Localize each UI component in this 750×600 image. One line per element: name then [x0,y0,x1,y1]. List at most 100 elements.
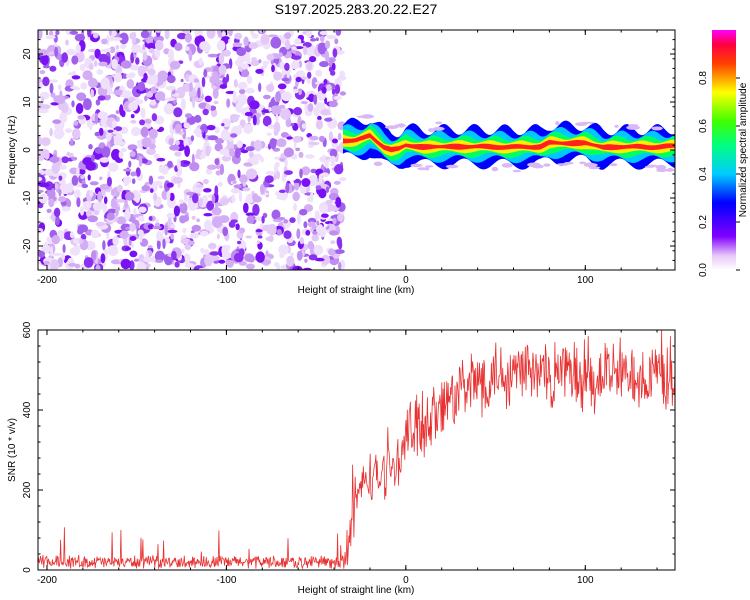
noise-blob [59,183,71,195]
noise-blob [97,191,103,203]
signal-halo [373,161,383,166]
noise-blob [315,185,322,191]
noise-blob [335,196,342,208]
noise-blob [51,162,61,174]
noise-blob [212,87,219,99]
noise-blob [330,240,336,245]
noise-blob [203,188,212,193]
noise-blob [211,194,216,204]
signal-band [343,133,675,153]
noise-blob [101,38,108,45]
noise-blob [179,202,188,214]
noise-blob [101,146,111,159]
noise-blob [166,182,174,188]
noise-blob [321,155,326,163]
spectrogram-ytick-label: -20 [22,238,33,253]
noise-blob [234,32,243,40]
noise-blob [303,221,308,229]
noise-blob [207,53,219,58]
noise-blob [232,180,237,184]
noise-blob [258,82,262,93]
signal-halo [579,161,587,165]
noise-blob [242,181,247,187]
noise-blob [124,199,128,209]
noise-blob [316,220,320,226]
noise-blob [71,100,75,108]
noise-blob [252,153,263,161]
noise-blob [245,235,253,239]
noise-blob [320,35,325,43]
noise-blob [180,78,184,83]
noise-blob [191,224,201,232]
noise-blob [165,97,175,101]
noise-blob [307,196,312,202]
noise-blob [203,69,208,78]
noise-blob [121,110,126,118]
noise-blob [320,109,330,116]
noise-blob [307,71,312,79]
noise-blob [255,68,264,74]
snr-plot-area [38,330,675,570]
noise-blob [137,229,144,236]
signal-halo [512,169,521,173]
noise-blob [281,77,290,82]
noise-blob [98,61,108,67]
noise-blob [168,137,174,146]
noise-blob [249,100,260,110]
noise-blob [262,60,268,69]
noise-blob [338,262,342,270]
noise-blob [291,46,297,51]
noise-blob [313,244,324,255]
noise-blob [70,138,74,147]
noise-blob [184,113,193,119]
noise-blob [295,147,301,152]
noise-blob [243,123,254,134]
noise-blob [38,176,43,182]
noise-blob [290,55,302,60]
noise-blob [167,217,172,228]
noise-blob [302,267,312,270]
signal-halo [433,126,445,131]
noise-blob [245,146,255,152]
noise-blob [100,253,106,264]
noise-blob [181,30,193,33]
noise-blob [184,145,191,157]
noise-blob [267,223,277,236]
noise-blob [298,90,302,95]
noise-blob [221,123,225,127]
noise-blob [301,76,307,80]
noise-blob [298,151,304,158]
snr-xlabel: Height of straight line (km) [298,585,415,596]
noise-blob [181,248,185,253]
noise-blob [209,251,220,256]
noise-blob [211,85,218,89]
noise-blob [151,113,158,122]
noise-blob [175,139,180,146]
noise-blob [38,182,50,188]
noise-blob [307,221,316,228]
noise-blob [238,94,244,99]
noise-blob [277,216,286,221]
noise-blob [138,155,143,167]
spectrogram-ytick-label: 10 [22,96,33,108]
noise-blob [38,30,43,40]
noise-blob [215,202,219,214]
noise-blob [292,135,302,143]
noise-blob [174,151,182,157]
noise-blob [233,79,238,88]
noise-blob [68,263,77,267]
noise-blob [69,231,75,239]
noise-blob [275,113,279,123]
noise-blob [130,120,137,124]
noise-blob [333,249,345,255]
noise-blob [206,125,216,131]
noise-blob [273,129,279,136]
noise-blob [48,198,55,208]
noise-blob [76,197,81,208]
noise-blob [126,79,135,89]
noise-blob [193,128,202,136]
noise-blob [107,129,114,133]
noise-blob [72,128,81,140]
noise-blob [318,202,329,214]
noise-blob [39,91,50,100]
